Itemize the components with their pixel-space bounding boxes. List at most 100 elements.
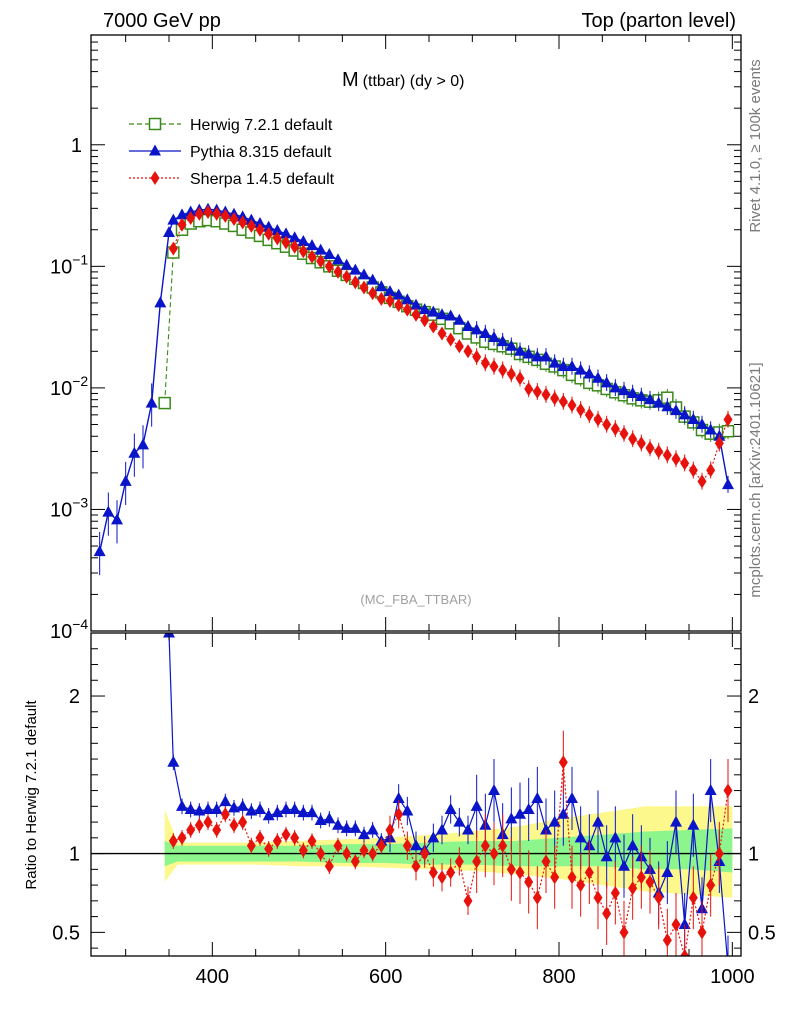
legend-label: Herwig 7.2.1 default [190, 117, 333, 134]
ratio-point [522, 802, 535, 814]
ratio-point [306, 806, 318, 818]
data-point [680, 456, 690, 471]
ratio-point [531, 791, 544, 803]
data-point [297, 235, 310, 247]
data-point [376, 291, 386, 306]
data-point [609, 381, 622, 393]
data-point [119, 474, 132, 486]
data-point [479, 327, 492, 339]
ratio-point [540, 823, 552, 835]
ratio-point [687, 818, 700, 830]
x-tick-label: 600 [369, 966, 402, 988]
ratio-point [505, 812, 518, 824]
ratio-point [297, 806, 310, 818]
ratio-point [238, 815, 248, 830]
data-point [145, 396, 158, 408]
ratio-point [602, 906, 612, 921]
data-point [470, 323, 483, 335]
data-point [401, 293, 414, 305]
ratio-point [254, 802, 266, 814]
data-point [349, 263, 362, 275]
ratio-point [472, 854, 482, 869]
ratio-point [324, 859, 334, 874]
data-point [496, 335, 509, 347]
plot-title-main: M [342, 69, 359, 91]
data-point [514, 344, 526, 356]
ratio-point [548, 815, 561, 827]
ratio-point [428, 865, 438, 880]
ratio-point [376, 838, 386, 853]
data-point [384, 285, 396, 297]
mcplots-label: mcplots.cern.ch [arXiv:2401.10621] [747, 362, 764, 597]
ratio-point [506, 862, 516, 877]
ratio-point [177, 830, 187, 845]
ratio-point [255, 830, 265, 845]
main-y-tick-label: 10−4 [50, 616, 88, 643]
ratio-point [636, 870, 646, 885]
legend: Herwig 7.2.1 default Pythia 8.315 default… [129, 117, 335, 188]
data-point [628, 431, 638, 446]
data-point [366, 273, 379, 285]
data-point [574, 363, 587, 375]
ratio-point [558, 755, 568, 770]
data-point [272, 231, 282, 246]
series-sherpa [168, 204, 733, 490]
data-point [722, 478, 734, 490]
ratio-point [574, 831, 587, 843]
ratio-point [446, 865, 456, 880]
ratio-point [645, 874, 655, 889]
ratio-point [212, 822, 222, 837]
series-herwig [158, 213, 735, 442]
ratio-point [688, 890, 698, 905]
ratio-point [462, 823, 474, 835]
data-point [359, 280, 369, 295]
header: 7000 GeV pp Top (parton level) [103, 10, 736, 32]
data-point [636, 436, 646, 451]
ratio-point [436, 823, 448, 835]
main-panel: 1 10−1 10−2 10−3 10−4 [50, 34, 742, 643]
plot-title-sub: (ttbar) (dy > 0) [363, 73, 465, 90]
ratio-panel: 0.5 0.5 1 1 2 2 400 600 800 1000 [52, 632, 776, 988]
data-point [93, 545, 106, 557]
ratio-point [420, 846, 430, 861]
ratio-y-tick-label: 0.5 [52, 922, 80, 944]
ratio-point [661, 865, 674, 877]
ratio-point [228, 801, 240, 813]
data-point [550, 391, 560, 406]
ratio-point [600, 850, 613, 862]
data-point [688, 463, 698, 478]
ratio-point [557, 807, 570, 819]
ratio-point [723, 783, 733, 798]
data-point [264, 226, 274, 241]
ratio-line [168, 633, 728, 956]
legend-marker [150, 171, 160, 185]
ratio-point [220, 807, 230, 822]
ratio-point [489, 846, 499, 861]
data-point [167, 213, 180, 225]
x-tick-label: 1000 [710, 966, 755, 988]
data-point [602, 417, 612, 432]
ratio-point [444, 802, 457, 814]
data-point [436, 308, 448, 320]
data-point [446, 332, 456, 347]
ratio-point [498, 838, 508, 853]
ratio-point [654, 890, 664, 905]
data-point [394, 298, 404, 313]
data-point [531, 350, 544, 362]
legend-marker [148, 117, 162, 131]
ratio-point [271, 806, 284, 818]
data-point [652, 396, 665, 408]
ratio-point [167, 755, 180, 767]
ratio-point [392, 791, 405, 803]
data-point [704, 423, 717, 435]
ratio-point [194, 818, 204, 833]
data-point [462, 319, 474, 331]
data-point [506, 367, 516, 382]
data-point [262, 220, 275, 232]
data-point [670, 404, 682, 416]
ratio-point [488, 784, 500, 796]
data-point [610, 421, 620, 436]
ratio-ylabel: Ratio to Herwig 7.2.1 default [23, 700, 40, 890]
ratio-point [193, 804, 206, 816]
data-point [522, 347, 535, 359]
